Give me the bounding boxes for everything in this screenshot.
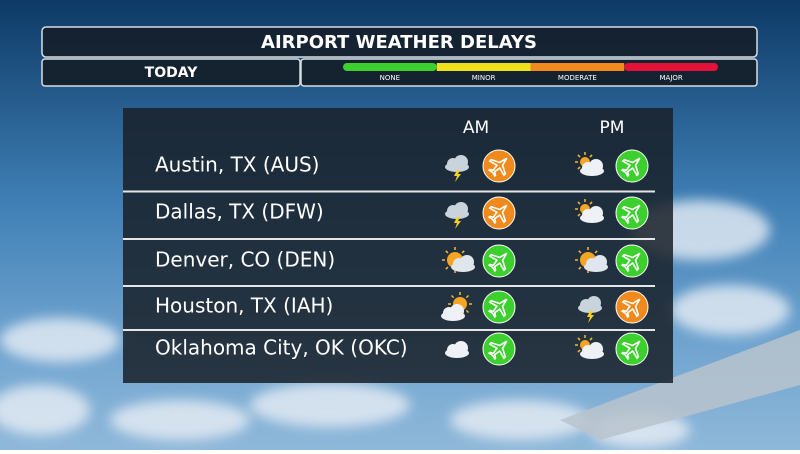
cloud [450, 304, 464, 318]
legend-label: MODERATE [558, 74, 597, 82]
plane [620, 252, 641, 273]
plane [620, 298, 641, 319]
legend-swatch [530, 63, 625, 71]
sun-ray [461, 250, 465, 254]
sun-ray [450, 294, 455, 299]
cloud [454, 341, 468, 355]
sun-ray [589, 201, 593, 205]
delay-indicator [615, 196, 649, 230]
cloud [454, 202, 468, 216]
airport: Austin, TX (AUS) [155, 153, 319, 177]
day-bar [41, 58, 301, 87]
airport: Denver, CO (DEN) [155, 248, 335, 272]
sun-ray [465, 294, 470, 299]
cloud [589, 159, 603, 173]
delay-indicator [615, 149, 649, 183]
lightning [454, 170, 461, 182]
lightning [454, 217, 461, 229]
title-bar [41, 26, 758, 58]
sun-ray [578, 266, 582, 270]
panel [123, 108, 673, 383]
cloud [460, 255, 474, 269]
sun-ray [577, 201, 581, 205]
sun-ray [577, 349, 581, 353]
sun-ray [589, 154, 593, 158]
delay-indicator [615, 332, 649, 366]
plane [620, 340, 641, 361]
rows: Austin, TX (AUS) Dallas, TX (DFW) Denver, … [123, 149, 655, 366]
delay-indicator [482, 290, 516, 324]
legend-swatch [343, 63, 437, 71]
delay-indicator [615, 290, 649, 324]
sun-ray [577, 166, 581, 170]
sun-ray [577, 154, 581, 158]
delay-indicator [615, 244, 649, 278]
legend-label: NONE [380, 74, 400, 82]
sun-ray [577, 213, 581, 217]
cloud [589, 206, 603, 220]
legend-swatch [436, 63, 531, 71]
cloud [454, 155, 468, 169]
legend-swatch [624, 63, 718, 71]
sun-ray [445, 266, 449, 270]
plane [487, 204, 508, 225]
airport: Houston, TX (IAH) [155, 294, 333, 318]
legend-label: MAJOR [659, 74, 682, 82]
plane [487, 298, 508, 319]
plane [620, 157, 641, 178]
plane [487, 157, 508, 178]
sun-ray [589, 337, 593, 341]
delay-indicator [482, 332, 516, 366]
sun-ray [445, 250, 449, 254]
wing [560, 330, 800, 440]
day: TODAY [145, 65, 199, 81]
column-header: PM [600, 118, 625, 138]
sun-ray [465, 309, 470, 314]
cloud [587, 296, 601, 310]
lightning [587, 311, 594, 323]
plane [487, 340, 508, 361]
legend: NONE MINOR MODERATE MAJOR [343, 63, 718, 82]
airport: Dallas, TX (DFW) [155, 200, 324, 224]
legend-label: MINOR [472, 74, 496, 82]
plane [620, 204, 641, 225]
cloud [593, 255, 607, 269]
delay-indicator [482, 196, 516, 230]
sun-ray [594, 250, 598, 254]
plane [487, 252, 508, 273]
cloud [589, 342, 603, 356]
sun-ray [578, 250, 582, 254]
delay-indicator [482, 149, 516, 183]
airport: Oklahoma City, OK (OKC) [155, 336, 408, 360]
column-header: AM [463, 118, 489, 138]
sun-ray [577, 337, 581, 341]
title: AIRPORT WEATHER DELAYS [261, 32, 537, 53]
delay-indicator [482, 244, 516, 278]
